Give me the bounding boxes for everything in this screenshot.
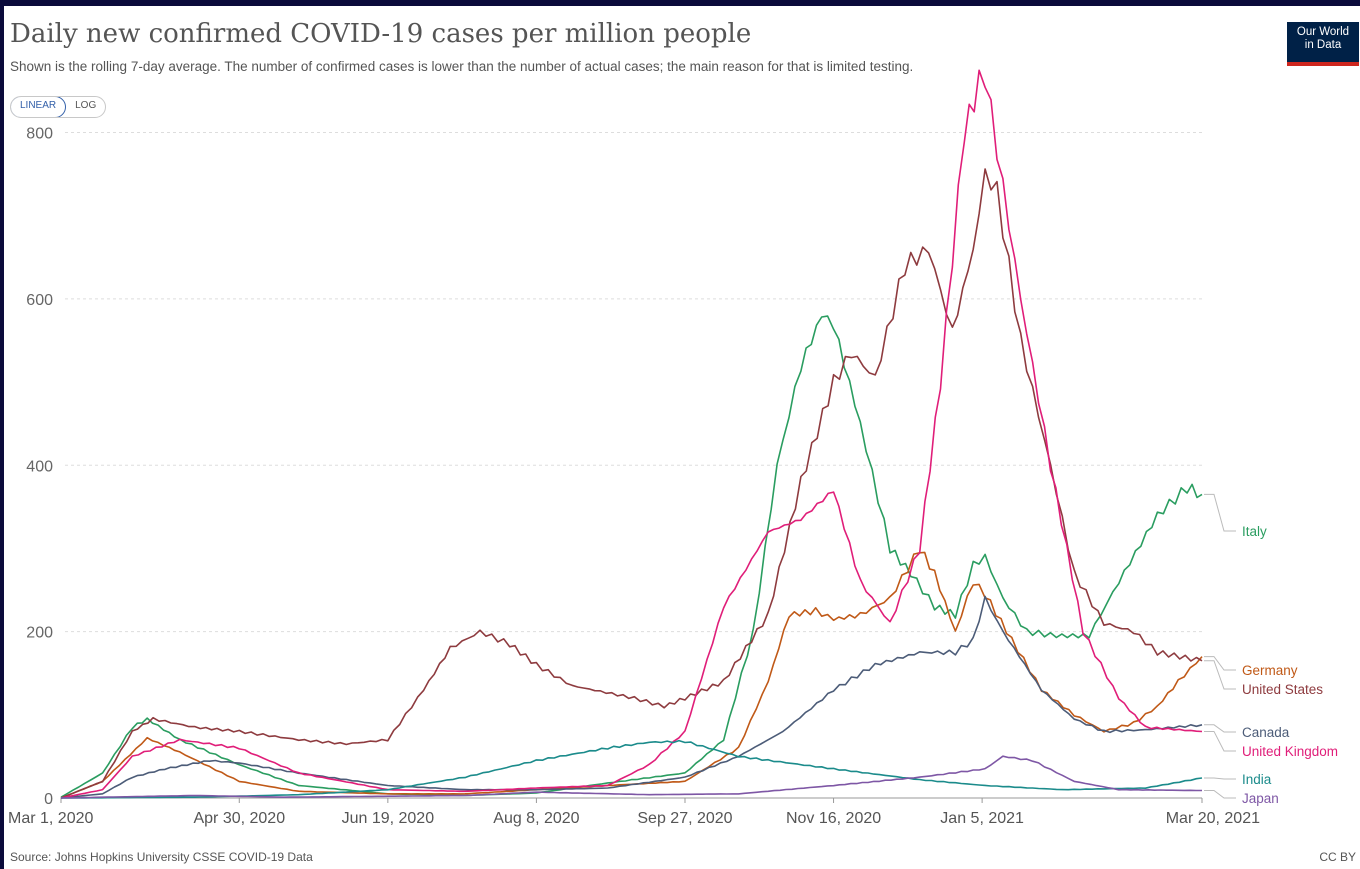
- series-label[interactable]: United States: [1242, 682, 1323, 697]
- series-label-leader: [1204, 777, 1236, 780]
- owid-logo[interactable]: Our World in Data: [1287, 22, 1359, 66]
- series-label-leader: [1204, 493, 1236, 532]
- series-line[interactable]: [60, 315, 1203, 798]
- series-label[interactable]: India: [1242, 772, 1272, 787]
- logo-accent-bar: [1287, 62, 1359, 66]
- series-label-leader: [1204, 790, 1236, 799]
- x-tick-label: Jun 19, 2020: [342, 810, 435, 827]
- series-line[interactable]: [60, 755, 1202, 799]
- chart-subtitle: Shown is the rolling 7-day average. The …: [10, 59, 914, 74]
- series-label-leader: [1204, 660, 1236, 690]
- chart-title: Daily new confirmed COVID-19 cases per m…: [10, 19, 752, 49]
- x-tick-label: Mar 20, 2021: [1166, 810, 1260, 827]
- x-tick-label: Sep 27, 2020: [637, 810, 732, 827]
- y-tick-label: 0: [44, 791, 53, 808]
- series-label-leader: [1204, 656, 1236, 671]
- source-note[interactable]: Source: Johns Hopkins University CSSE CO…: [10, 850, 313, 864]
- x-tick-label: Aug 8, 2020: [493, 810, 579, 827]
- logo-line-2: in Data: [1304, 39, 1342, 51]
- series-label-leader: [1204, 730, 1236, 752]
- series-label[interactable]: Japan: [1242, 791, 1279, 806]
- series-line[interactable]: [60, 595, 1203, 799]
- series-line[interactable]: [60, 168, 1203, 799]
- log-scale-button[interactable]: LOG: [75, 100, 97, 111]
- x-tick-label: Apr 30, 2020: [193, 810, 285, 827]
- series-label-leader: [1204, 724, 1236, 733]
- series-label[interactable]: Italy: [1242, 524, 1267, 539]
- series-label[interactable]: United Kingdom: [1242, 744, 1338, 759]
- line-chart: 0 200 400 600 800 Mar 1, 2020 Apr 30, 2020 Jun …: [8, 69, 1338, 827]
- x-tick-label: Nov 16, 2020: [786, 810, 881, 827]
- series-label[interactable]: Germany: [1242, 663, 1298, 678]
- x-tick-label: Jan 5, 2021: [940, 810, 1024, 827]
- license-link[interactable]: CC BY: [1319, 850, 1356, 864]
- series-line[interactable]: [60, 69, 1203, 799]
- scale-toggle: LINEAR LOG: [10, 96, 107, 118]
- x-tick-label: Mar 1, 2020: [8, 810, 93, 827]
- y-tick-label: 200: [26, 625, 53, 642]
- chart-card: Daily new confirmed COVID-19 cases per m…: [4, 6, 1360, 869]
- logo-line-1: Our World: [1296, 26, 1350, 38]
- linear-scale-button[interactable]: LINEAR: [11, 97, 67, 117]
- y-tick-label: 400: [26, 458, 53, 475]
- series-label[interactable]: Canada: [1242, 725, 1290, 740]
- y-tick-label: 800: [26, 126, 53, 143]
- y-tick-label: 600: [26, 292, 53, 309]
- series-line[interactable]: [61, 739, 1203, 799]
